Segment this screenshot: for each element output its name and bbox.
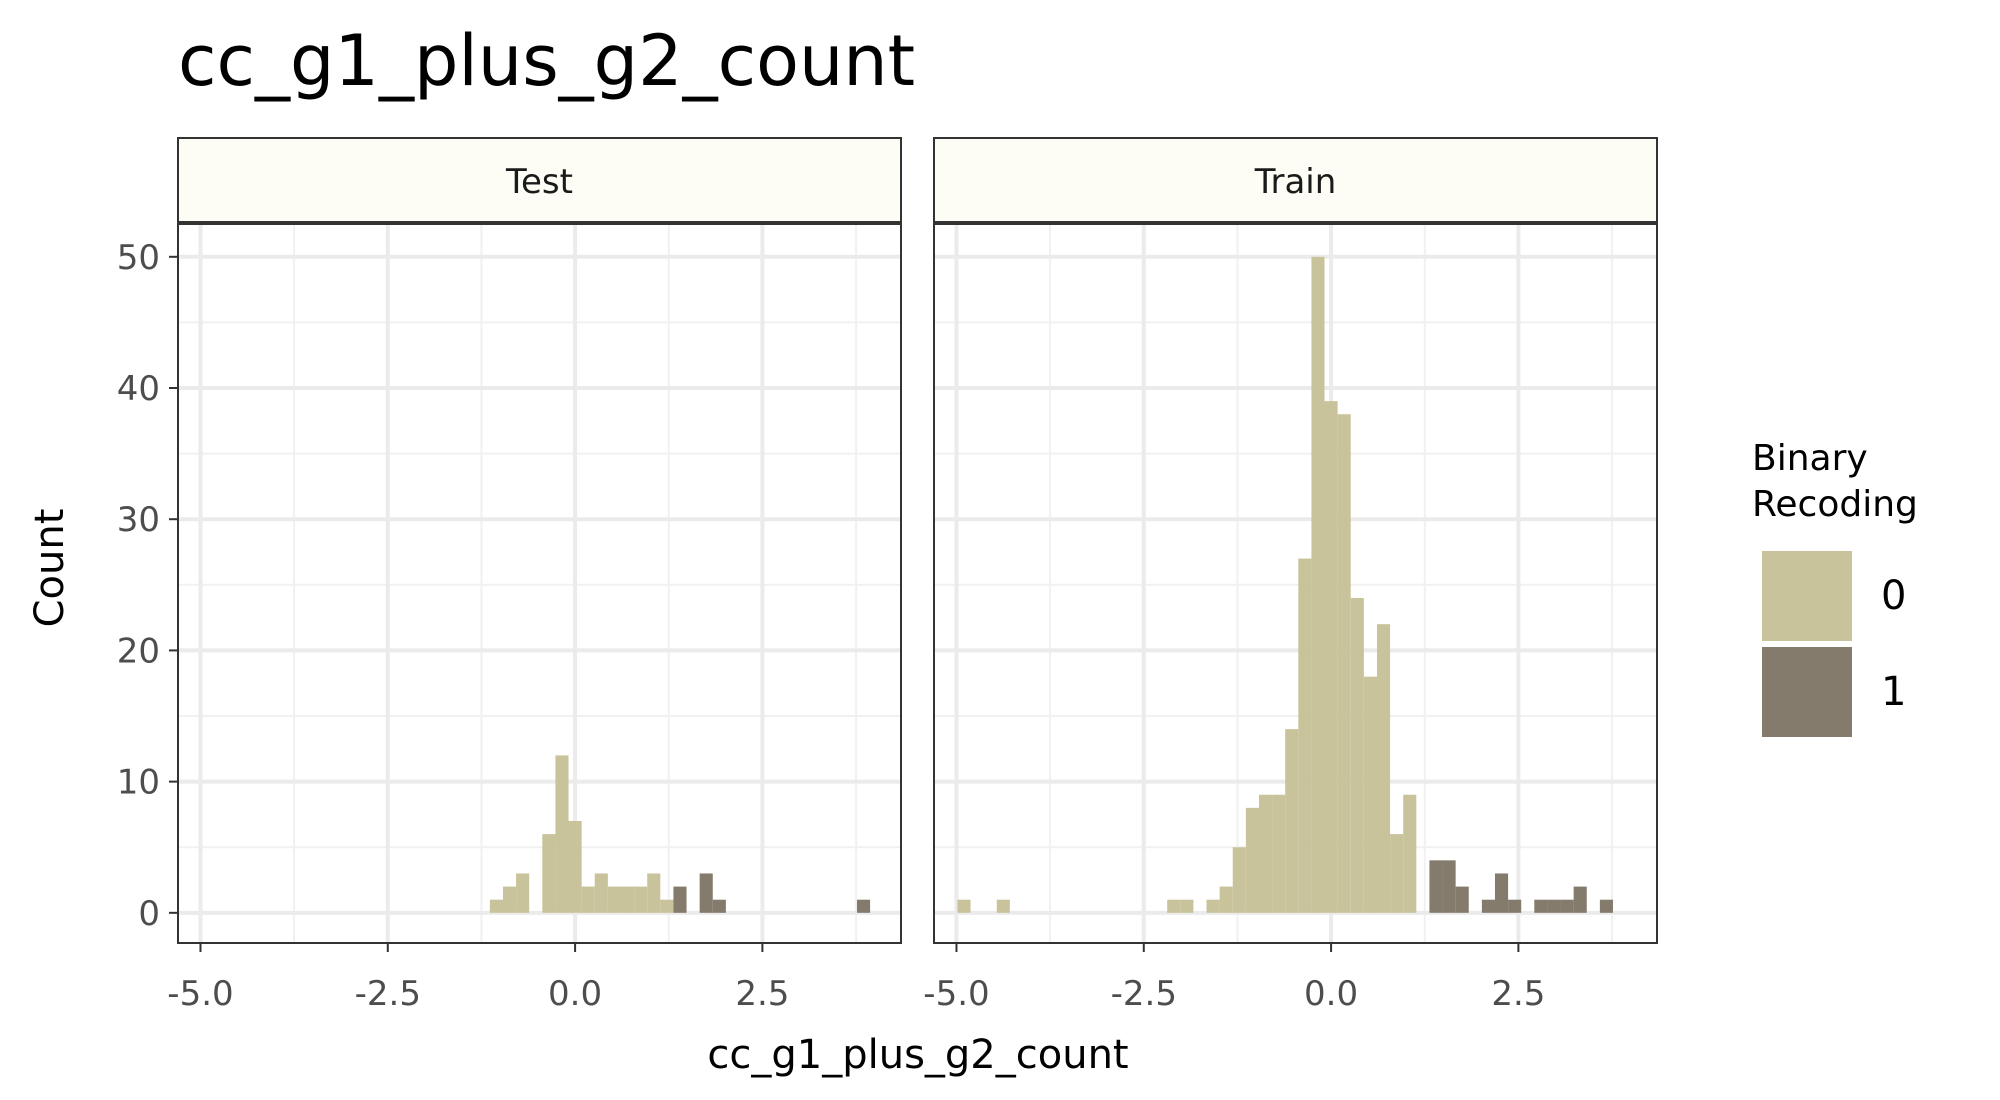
bar-series-0 (620, 886, 635, 913)
bar-series-1 (1560, 899, 1574, 913)
facet-strip-label: Test (505, 162, 573, 202)
bar-series-0 (1376, 624, 1391, 913)
bar-series-1 (1481, 899, 1495, 913)
bar-series-0 (1324, 401, 1338, 913)
bar-series-1 (1599, 899, 1613, 913)
bar-series-0 (996, 899, 1010, 913)
panel-background (178, 224, 901, 943)
legend-label-0: 0 (1881, 573, 1906, 619)
x-axis-label: cc_g1_plus_g2_count (707, 1032, 1128, 1078)
legend-title-line1: Binary (1752, 438, 1868, 479)
bar-series-0 (555, 755, 569, 913)
bar-series-0 (634, 886, 648, 913)
bar-series-0 (1285, 729, 1299, 913)
bar-series-0 (647, 873, 661, 913)
bar-series-1 (673, 886, 687, 913)
y-tick-label: 10 (117, 763, 160, 803)
y-tick-label: 20 (117, 631, 160, 671)
bar-series-0 (607, 886, 621, 913)
bar-series-1 (1547, 899, 1561, 913)
chart-title: cc_g1_plus_g2_count (178, 20, 915, 102)
panel-border (177, 223, 902, 944)
bar-series-1 (1442, 860, 1456, 913)
bar-series-0 (489, 899, 503, 913)
bar-series-0 (1363, 676, 1377, 913)
bar-series-0 (1298, 558, 1312, 913)
panel-border (933, 223, 1658, 944)
bar-series-1 (712, 899, 726, 913)
bar-series-0 (542, 834, 556, 913)
bar-series-1 (1534, 899, 1548, 913)
facet-panels: Test -5.0 -2.5 0.0 2.5 0 10 20 30 40 50 Train -5.0 -2… (117, 137, 1658, 1014)
y-tick-label: 0 (138, 894, 160, 934)
panel-test: Test -5.0 -2.5 0.0 2.5 0 10 20 30 40 50 (117, 137, 902, 1014)
x-tick-label: -2.5 (1111, 974, 1177, 1014)
bar-series-0 (581, 886, 595, 913)
facet-strip (177, 137, 902, 223)
bar-series-1 (1573, 886, 1587, 913)
bar-series-0 (1206, 899, 1220, 913)
y-tick-label: 30 (117, 500, 160, 540)
bar-series-0 (1232, 847, 1246, 913)
legend-key-0 (1762, 551, 1852, 641)
y-tick-label: 50 (117, 238, 160, 278)
bar-series-0 (1311, 256, 1325, 913)
bar-series-0 (1272, 794, 1286, 913)
legend-label-1: 1 (1881, 669, 1906, 715)
y-tick-label: 40 (117, 369, 160, 409)
bar-series-0 (1350, 597, 1364, 913)
legend-key-1 (1762, 647, 1852, 737)
bar-series-0 (1337, 414, 1351, 913)
bar-series-0 (1219, 886, 1233, 913)
bar-series-0 (1390, 834, 1404, 913)
bar-series-1 (1455, 886, 1469, 913)
y-axis-label: Count (27, 509, 73, 628)
bar-series-1 (1508, 899, 1522, 913)
x-tick-label: 2.5 (1491, 974, 1545, 1014)
bar-series-0 (594, 873, 608, 913)
bar-series-0 (568, 820, 582, 913)
legend-title-line2: Recoding (1752, 484, 1918, 525)
bar-series-1 (1429, 860, 1443, 913)
x-tick-label: -5.0 (167, 974, 233, 1014)
x-tick-label: 0.0 (548, 974, 602, 1014)
bar-series-0 (1167, 899, 1181, 913)
bar-series-1 (699, 873, 713, 913)
facet-strip (933, 137, 1658, 223)
x-tick-label: 2.5 (735, 974, 789, 1014)
bar-series-0 (1180, 899, 1194, 913)
panel-train: Train -5.0 -2.5 0.0 2.5 (923, 137, 1658, 1014)
bar-series-0 (1245, 807, 1259, 913)
x-tick-label: -5.0 (923, 974, 989, 1014)
bar-series-1 (856, 899, 871, 913)
bar-series-0 (660, 899, 674, 913)
x-tick-label: -2.5 (355, 974, 421, 1014)
bar-series-0 (1403, 794, 1417, 913)
facet-strip-label: Train (1254, 162, 1337, 202)
bar-series-1 (1494, 873, 1509, 913)
x-tick-label: 0.0 (1304, 974, 1358, 1014)
bar-series-0 (516, 873, 530, 913)
legend: Binary Recoding 0 1 (1752, 438, 1918, 737)
bar-series-0 (957, 899, 971, 913)
bar-series-0 (502, 886, 517, 913)
bar-series-0 (1258, 794, 1273, 913)
